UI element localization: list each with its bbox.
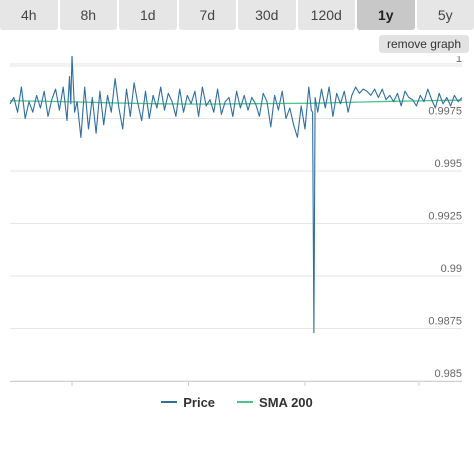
tab-7d[interactable]: 7d <box>178 0 236 30</box>
tab-4h[interactable]: 4h <box>0 0 58 30</box>
legend-label-sma: SMA 200 <box>259 394 313 410</box>
y-tick-label: 0.9975 <box>428 106 462 118</box>
legend-swatch-price <box>161 401 178 403</box>
y-tick-label: 0.9925 <box>428 211 462 223</box>
legend-label-price: Price <box>183 394 216 410</box>
timeframe-tabs: 4h 8h 1d 7d 30d 120d 1y 5y <box>0 0 474 30</box>
tab-8h[interactable]: 8h <box>59 0 117 30</box>
y-tick-label: 1 <box>456 56 462 65</box>
tab-5y[interactable]: 5y <box>416 0 474 30</box>
tab-1d[interactable]: 1d <box>119 0 177 30</box>
y-tick-label: 0.995 <box>434 158 462 170</box>
legend-swatch-sma <box>237 401 254 403</box>
price-series-line <box>9 56 463 334</box>
legend-item-sma[interactable]: SMA 200 <box>237 395 313 410</box>
tab-1y[interactable]: 1y <box>357 0 415 30</box>
tab-30d[interactable]: 30d <box>238 0 296 30</box>
y-tick-label: 0.99 <box>441 263 462 275</box>
y-tick-label: 0.985 <box>434 368 462 380</box>
y-tick-label: 0.9875 <box>428 316 462 328</box>
legend-item-price[interactable]: Price <box>161 395 215 410</box>
chart-legend: Price SMA 200 <box>0 392 474 412</box>
tab-120d[interactable]: 120d <box>297 0 355 30</box>
remove-graph-button[interactable]: remove graph <box>378 35 469 53</box>
